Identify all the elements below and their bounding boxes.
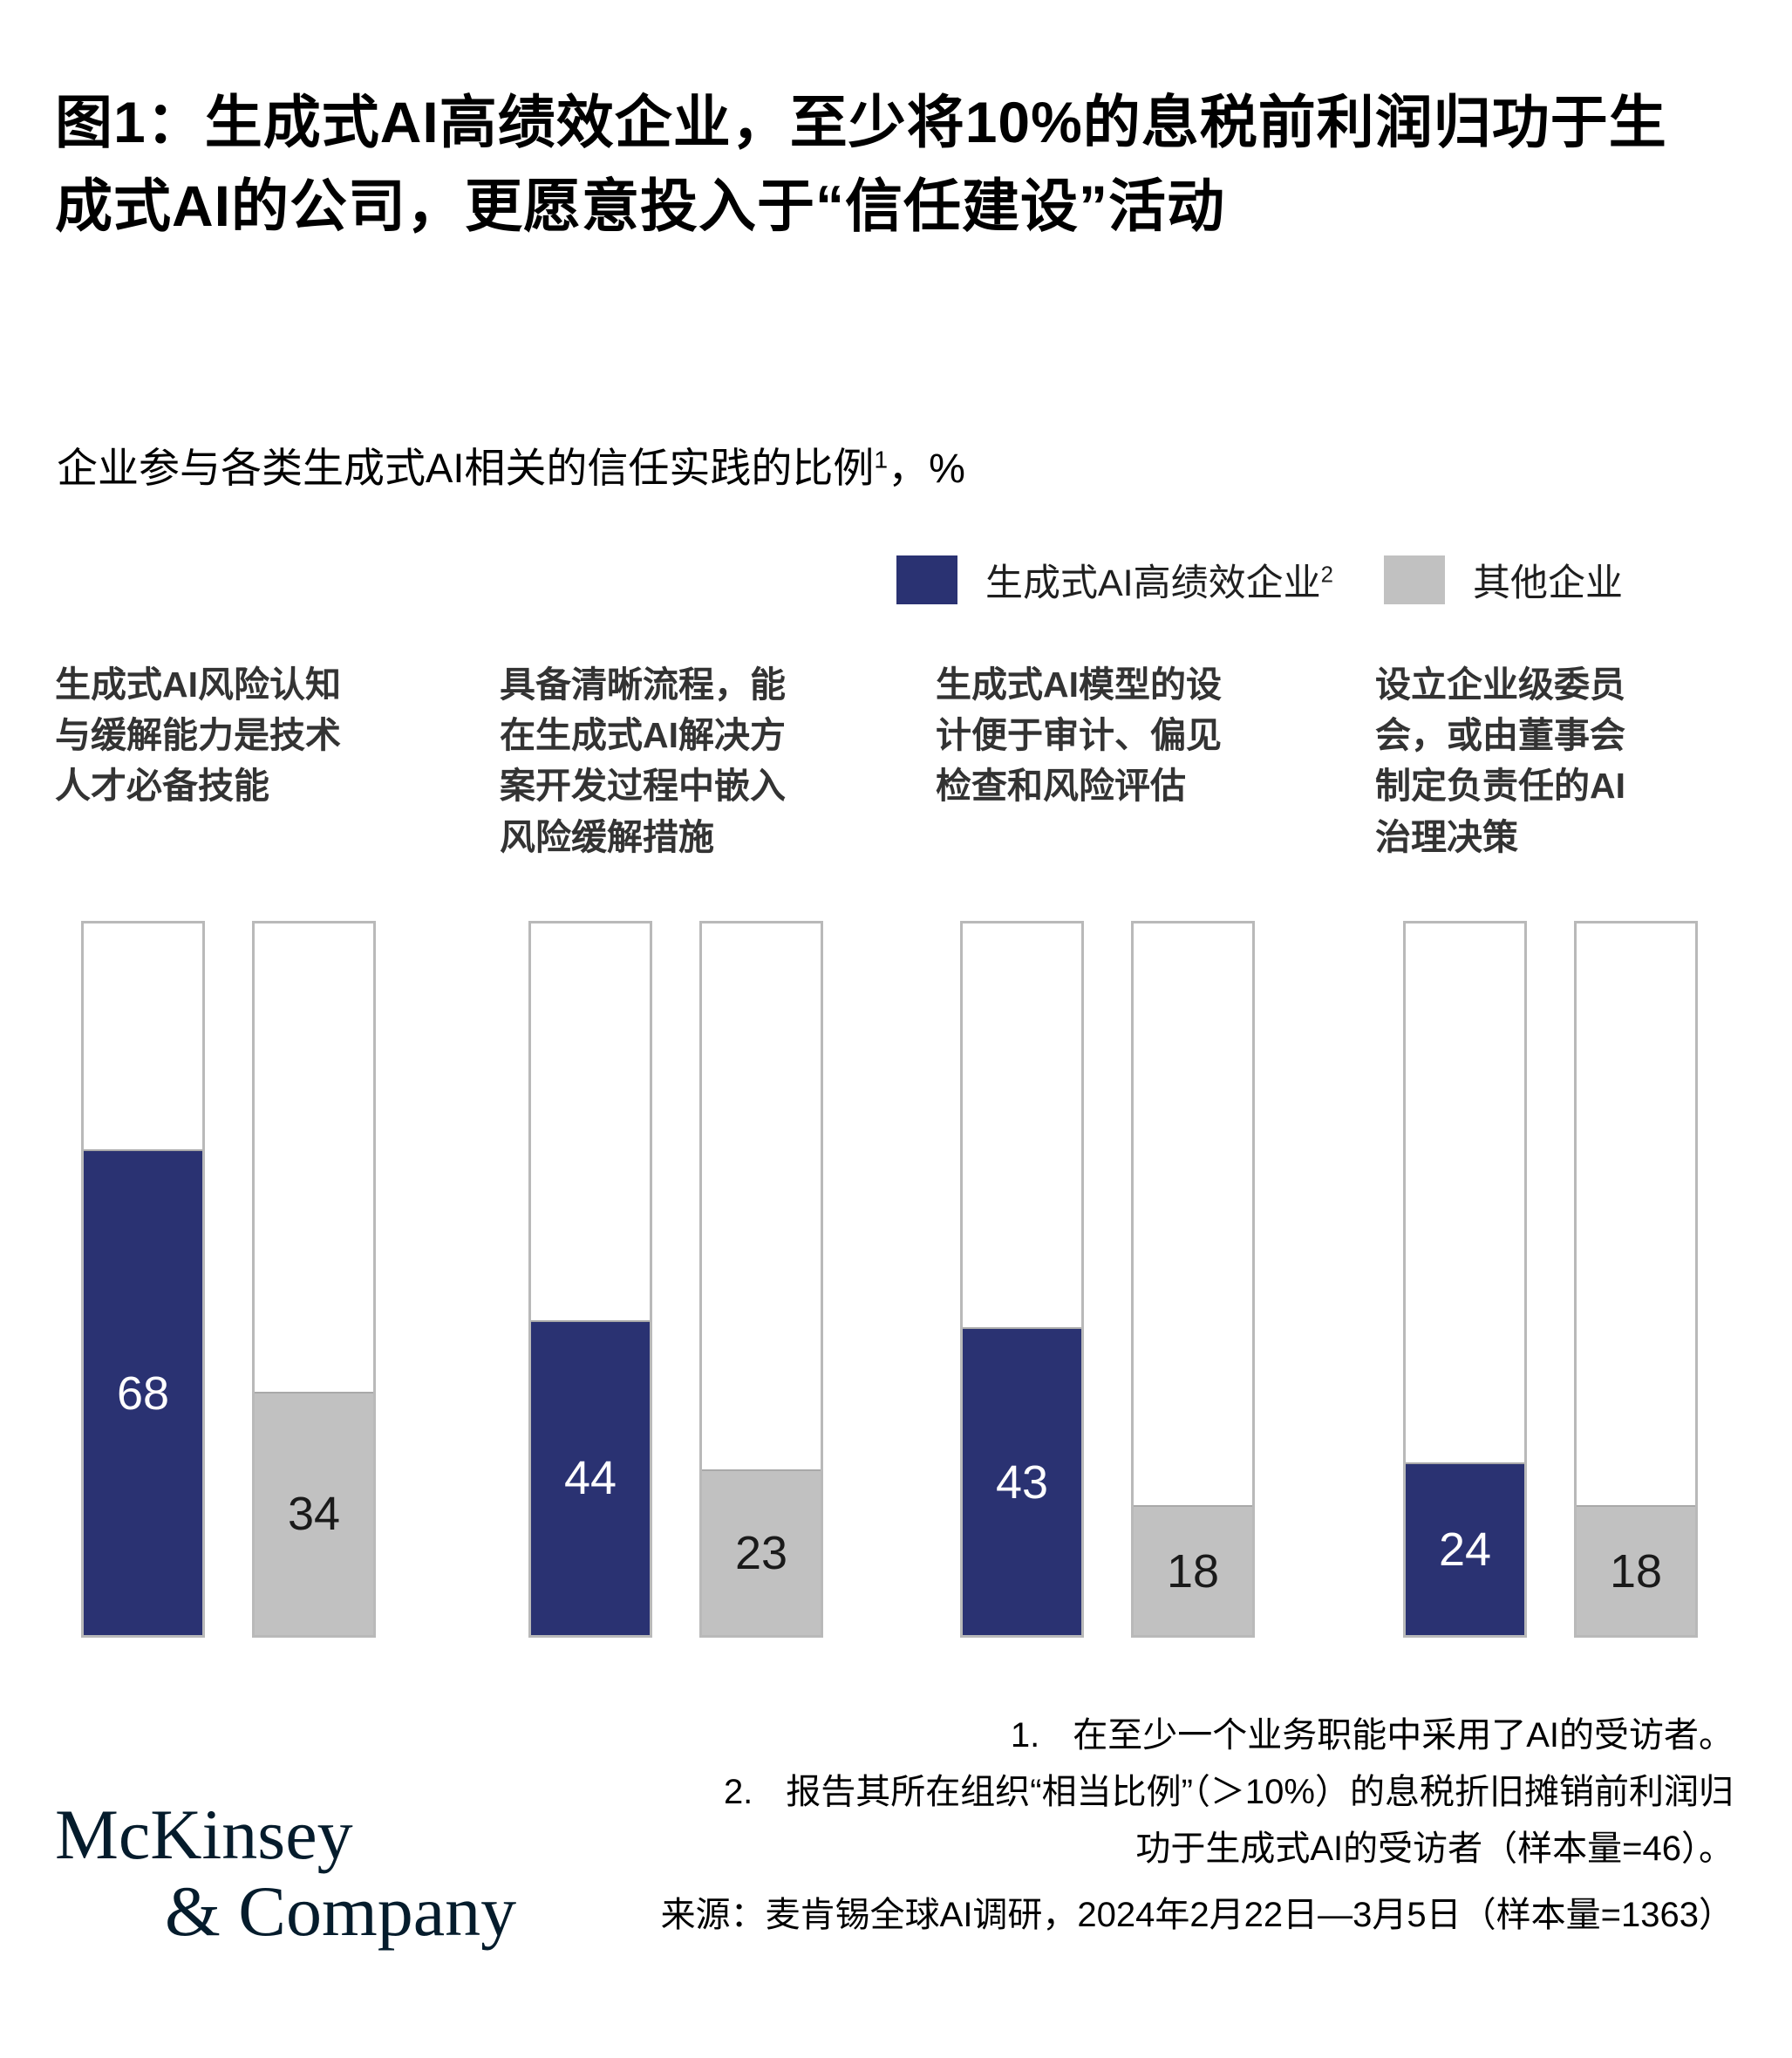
bar-fill-high-performers-3: 43 — [963, 1327, 1081, 1635]
bar-fill-others-1: 34 — [255, 1391, 373, 1635]
bar-value-label: 44 — [563, 1452, 617, 1505]
subtitle-unit: ，% — [888, 445, 965, 491]
bar-value-label: 18 — [1609, 1544, 1663, 1598]
bar-frame-high-performers-3: 43 — [960, 921, 1084, 1638]
legend-label-others: 其他企业 — [1473, 562, 1623, 604]
figure-title: 图1：生成式AI高绩效企业，至少将10%的息税前利润归功于生成式AI的公司，更愿… — [55, 90, 1667, 239]
logo-line-2: & Company — [165, 1871, 517, 1951]
bar-frame-others-1: 34 — [252, 921, 376, 1638]
legend-swatch-navy — [896, 555, 957, 604]
bar-fill-others-3: 18 — [1134, 1505, 1252, 1635]
bar-value-label: 23 — [734, 1527, 788, 1580]
category-label-1: 生成式AI风险认知 与缓解能力是技术 人才必备技能 — [55, 664, 341, 807]
footnote-2-marker: 2. — [723, 1772, 753, 1811]
chart-legend: 生成式AI高绩效企业2 其他企业 — [896, 553, 1623, 607]
bar-fill-high-performers-2: 44 — [531, 1319, 650, 1635]
source-line: 来源：麦肯锡全球AI调研，2024年2月22日—3月5日（样本量=1363） — [660, 1896, 1734, 1935]
bar-fill-high-performers-1: 68 — [84, 1149, 202, 1635]
bar-frame-high-performers-4: 24 — [1403, 921, 1527, 1638]
bar-value-label: 24 — [1438, 1523, 1492, 1577]
bar-value-label: 68 — [116, 1366, 170, 1420]
bar-fill-others-4: 18 — [1577, 1505, 1695, 1635]
footnote-2-line-2: 功于生成式AI的受访者（样本量=46）。 — [426, 1821, 1734, 1877]
legend-label-high-performers: 生成式AI高绩效企业2 — [985, 562, 1333, 604]
subtitle-text: 企业参与各类生成式AI相关的信任实践的比例 — [57, 445, 875, 491]
bar-frame-others-3: 18 — [1131, 921, 1255, 1638]
footnotes: 1. 在至少一个业务职能中采用了AI的受访者。 2. 报告其所在组织“相当比例”（＞… — [426, 1707, 1734, 1944]
bar-group-4: 24 18 — [1403, 921, 1698, 1638]
footnote-1-marker: 1. — [1010, 1716, 1040, 1755]
category-label-2: 具备清晰流程，能 在生成式AI解决方 案开发过程中嵌入 风险缓解措施 — [500, 664, 786, 857]
bar-frame-others-2: 23 — [699, 921, 823, 1638]
legend-item-high-performers: 生成式AI高绩效企业2 — [896, 553, 1333, 607]
mckinsey-logo: McKinsey & Company — [55, 1796, 516, 1949]
subtitle-footnote-ref: 1 — [874, 445, 889, 474]
bar-value-label: 18 — [1166, 1544, 1220, 1598]
footnote-2-line-1: 2. 报告其所在组织“相当比例”（＞10%）的息税折旧摊销前利润归 — [426, 1764, 1734, 1821]
bar-value-label: 34 — [287, 1488, 341, 1541]
logo-line-1: McKinsey — [55, 1795, 353, 1874]
bar-fill-others-2: 23 — [702, 1469, 821, 1635]
bar-group-3: 43 18 — [960, 921, 1255, 1638]
footnote-2-text-line-2: 功于生成式AI的受访者（样本量=46）。 — [1135, 1829, 1734, 1868]
bar-group-1: 68 34 — [81, 921, 376, 1638]
bar-frame-high-performers-1: 68 — [81, 921, 205, 1638]
category-label-3: 生成式AI模型的设 计便于审计、偏见 检查和风险评估 — [936, 664, 1222, 807]
footnote-2-text-line-1: 报告其所在组织“相当比例”（＞10%）的息税折旧摊销前利润归 — [786, 1772, 1734, 1811]
chart-subtitle: 企业参与各类生成式AI相关的信任实践的比例1，% — [57, 434, 965, 494]
bar-frame-high-performers-2: 44 — [528, 921, 652, 1638]
legend-item-others: 其他企业 — [1384, 553, 1623, 607]
bar-group-2: 44 23 — [528, 921, 823, 1638]
bar-value-label: 43 — [995, 1455, 1049, 1509]
legend-swatch-gray — [1384, 555, 1445, 604]
bar-fill-high-performers-4: 24 — [1406, 1462, 1524, 1635]
category-label-4: 设立企业级委员 会，或由董事会 制定负责任的AI 治理决策 — [1375, 664, 1625, 857]
bar-frame-others-4: 18 — [1574, 921, 1698, 1638]
footnote-1-text: 在至少一个业务职能中采用了AI的受访者。 — [1073, 1716, 1734, 1755]
footnote-1: 1. 在至少一个业务职能中采用了AI的受访者。 — [426, 1707, 1734, 1764]
